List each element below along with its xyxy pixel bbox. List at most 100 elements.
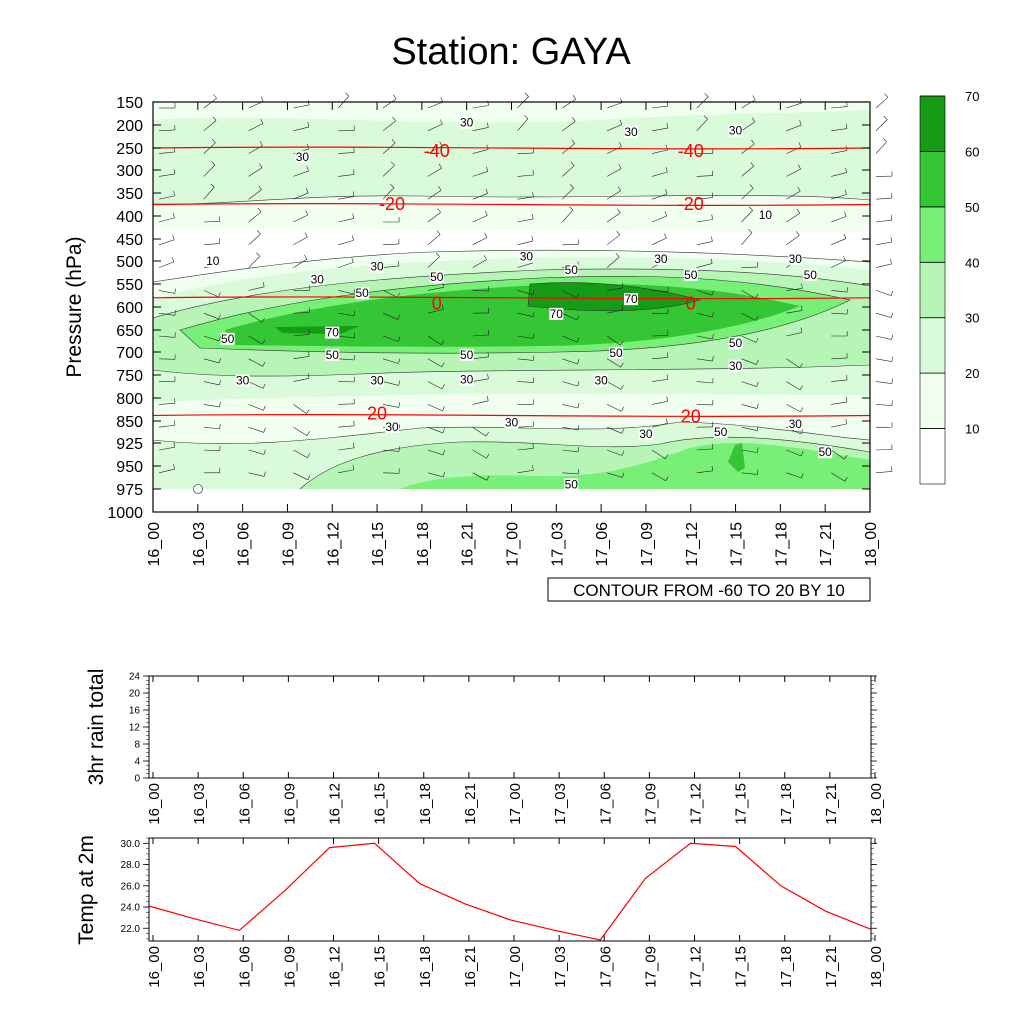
time-tick-label: 17_12 [688,783,705,825]
svg-text:50: 50 [684,268,698,282]
humidity-shading [152,102,871,494]
calm-wind-circle [193,484,203,494]
time-tick-label: 17_21 [823,783,840,825]
temperature-contour-line [152,296,871,300]
time-tick-label: 16_18 [417,946,434,988]
svg-text:30: 30 [639,427,653,441]
time-tick-label: 16_21 [462,946,479,988]
rain-tick-label: 4 [134,757,140,768]
time-tick-label: 16_12 [327,783,344,825]
pressure-tick-label: 800 [116,391,143,408]
pressure-tick-label: 400 [116,209,143,226]
rain-tick-label: 0 [134,774,140,785]
colorbar-level-label: 60 [965,144,979,159]
rain-panel-frame [148,675,872,779]
svg-text:30: 30 [460,116,474,130]
shade-contour-label: 50 [220,332,235,346]
colorbar-level-label: 70 [965,89,979,104]
pressure-tick-label: 150 [116,95,143,112]
shade-contour-label: 30 [504,415,519,429]
rain-time-ticks: 16_00 16_03 16_06 16_09 16_12 16_15 16_18 16_21… [146,676,885,825]
pressure-tick-label: 700 [116,345,143,362]
temperature-contour-label: 20 [681,406,701,426]
pressure-tick-label: 550 [116,277,143,294]
time-tick-label: 16_00 [146,946,163,988]
time-tick-label: 17_18 [773,522,790,567]
pressure-tick-label: 600 [116,300,143,317]
shade-contour-label: 30 [370,260,385,274]
pressure-tick-label: 950 [116,459,143,476]
svg-text:50: 50 [221,332,235,346]
shade-contour-label: 50 [355,286,370,300]
contour-caption: CONTOUR FROM -60 TO 20 BY 10 [573,581,845,600]
shade-contour-label: 30 [624,125,638,139]
pressure-tick-label: 500 [116,254,143,271]
time-tick-label: 17_15 [733,946,750,988]
pressure-axis-label: Pressure (hPa) [63,236,86,377]
shade-contour-label: 30 [370,374,385,388]
time-tick-label: 16_21 [462,783,479,825]
pressure-tick-labels: 1502002503003504004505005506006507007508… [107,95,870,522]
temp-tick-label: 30.0 [121,839,141,850]
svg-text:30: 30 [520,250,534,264]
svg-text:10: 10 [759,208,773,222]
temperature-contour-label: 0 [686,293,696,313]
svg-text:30: 30 [624,125,638,139]
time-tick-label: 16_15 [372,783,389,825]
svg-text:30: 30 [729,359,743,373]
temp-axis-label: Temp at 2m [75,835,98,945]
time-tick-label: 17_09 [639,522,656,567]
svg-text:50: 50 [326,348,340,362]
shade-contour-label: 30 [459,373,474,387]
time-tick-label: 17_06 [594,522,611,567]
rain-axis-label: 3hr rain total [85,669,108,786]
colorbar-swatch [919,372,946,429]
svg-text:10: 10 [206,254,220,268]
svg-text:50: 50 [609,346,623,360]
svg-text:30: 30 [654,252,668,266]
pressure-tick-label: 300 [116,163,143,180]
time-tick-label: 17_00 [507,783,524,825]
rain-tick-label: 8 [134,740,140,751]
pressure-tick-label: 250 [116,141,143,158]
temp-series-line [148,842,872,941]
time-tick-label: 18_00 [868,946,885,988]
svg-text:50: 50 [430,270,444,284]
shade-contour-label: 70 [325,326,340,340]
svg-text:70: 70 [326,326,340,340]
temperature-contour-label: -40 [424,141,450,161]
temperature-contour-line [152,203,871,206]
temp-tick-label: 24.0 [121,903,141,914]
time-tick-label: 16_09 [281,783,298,825]
shade-contour-label: 50 [803,268,818,282]
pressure-tick-label: 925 [116,436,143,453]
wind-barbs [158,92,894,482]
colorbar-level-label: 40 [965,255,979,270]
shade-contour-label: 50 [609,346,624,360]
temp-tick-label: 22.0 [121,924,141,935]
shade-contour-label: 50 [683,268,698,282]
svg-text:30: 30 [236,374,250,388]
svg-text:50: 50 [714,425,728,439]
colorbar-swatch [919,206,946,263]
shade-contour-label: 30 [594,374,609,388]
colorbar-level-label: 50 [965,200,979,215]
svg-text:70: 70 [624,292,638,306]
shade-contour-label: 50 [429,270,444,284]
shade-contour-label: 30 [310,272,325,286]
time-tick-label: 17_06 [597,783,614,825]
temperature-contours [152,146,871,417]
temperature-contour-label: 20 [367,404,387,424]
rain-y-ticks: 0 4 8 12 16 20 24 [129,672,877,785]
svg-text:30: 30 [505,415,519,429]
time-tick-label: 17_18 [778,783,795,825]
time-tick-label: 17_06 [597,946,614,988]
time-tick-label: 17_12 [684,522,701,567]
colorbar: 10 20 30 40 50 60 70 [919,89,979,485]
figure-title: Station: GAYA [391,31,631,73]
shade-contour-label: 30 [459,116,474,130]
pressure-tick-label: 450 [116,232,143,249]
svg-text:50: 50 [565,263,579,277]
